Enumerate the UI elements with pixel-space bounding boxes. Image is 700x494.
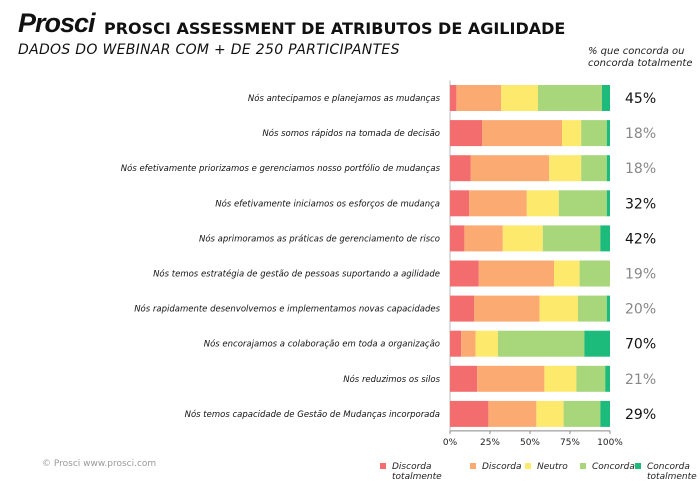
- bar-segment: [450, 120, 482, 147]
- bar-segment: [450, 225, 465, 252]
- category-label: Nós reduzimos os silos: [343, 374, 440, 385]
- agree-label: 18%: [625, 126, 656, 142]
- legend-label: Concorda totalmente: [647, 462, 697, 482]
- x-tick-label: 50%: [520, 438, 540, 448]
- agree-label: 20%: [625, 302, 656, 318]
- bar-segment: [526, 190, 559, 217]
- bar-segment: [478, 260, 554, 287]
- bar-segment: [475, 330, 498, 357]
- bar-segment: [578, 295, 607, 322]
- agree-label: 21%: [625, 372, 656, 388]
- category-label: Nós encorajamos a colaboração em toda a …: [204, 339, 440, 350]
- bar-segment: [450, 260, 479, 287]
- bar-segment: [470, 155, 550, 182]
- bar-segment: [584, 330, 610, 357]
- category-label: Nós efetivamente iniciamos os esforços d…: [215, 198, 440, 209]
- value-header: % que concorda ou concorda totalmente: [588, 46, 693, 69]
- bar-segment: [544, 365, 577, 392]
- x-tick-label: 0%: [443, 438, 458, 448]
- bar-segment: [477, 365, 545, 392]
- logo: Prosci: [18, 8, 96, 38]
- bar-segment: [450, 190, 470, 217]
- bar-segment: [562, 120, 582, 147]
- bar-segment: [538, 85, 602, 111]
- bar-segment: [461, 330, 476, 357]
- bar-segment: [581, 120, 607, 147]
- bar-segment: [474, 295, 540, 322]
- legend-label: Discorda: [482, 462, 522, 472]
- agree-label: 19%: [625, 267, 656, 283]
- bar-segment: [581, 155, 607, 182]
- bar-segment: [558, 190, 607, 217]
- category-label: Nós rapidamente desenvolvemos e implemen…: [134, 304, 440, 315]
- bar-segment: [456, 85, 502, 111]
- bar-segment: [606, 120, 610, 147]
- bar-segment: [450, 155, 471, 182]
- legend-label: Neutro: [537, 462, 568, 472]
- legend-swatch: [635, 463, 641, 469]
- bar-segment: [606, 190, 610, 217]
- legend-swatch: [580, 463, 586, 469]
- category-label: Nós temos estratégia de gestão de pessoa…: [153, 269, 440, 280]
- x-tick-label: 75%: [560, 438, 580, 448]
- bar-segment: [600, 225, 610, 252]
- source: © Prosci www.prosci.com: [42, 459, 157, 469]
- legend-label: Discorda totalmente: [392, 462, 442, 482]
- legend-swatch: [525, 463, 531, 469]
- agree-label: 45%: [625, 91, 656, 107]
- category-label: Nós somos rápidos na tomada de decisão: [262, 128, 440, 139]
- legend-label: Concorda: [592, 462, 635, 472]
- x-tick-label: 25%: [480, 438, 500, 448]
- bar-segment: [542, 225, 601, 252]
- category-label: Nós temos capacidade de Gestão de Mudanç…: [185, 409, 440, 420]
- agree-label: 32%: [625, 196, 656, 212]
- category-label: Nós aprimoramos as práticas de gerenciam…: [199, 233, 440, 244]
- bar-segment: [488, 400, 537, 427]
- bar-segment: [450, 85, 457, 111]
- bar-segment: [450, 365, 478, 392]
- bar-segment: [464, 225, 503, 252]
- chart-title: PROSCI ASSESSMENT DE ATRIBUTOS DE AGILID…: [104, 19, 566, 38]
- bar-segment: [563, 400, 601, 427]
- x-tick-label: 100%: [597, 438, 623, 448]
- bar-segment: [549, 155, 582, 182]
- agree-label: 18%: [625, 161, 656, 177]
- bar-segment: [605, 365, 610, 392]
- agree-label: 29%: [625, 407, 656, 423]
- bar-segment: [501, 85, 538, 111]
- bar-segment: [450, 295, 474, 322]
- legend-swatch: [470, 463, 476, 469]
- bar-segment: [482, 120, 562, 147]
- category-label: Nós efetivamente priorizamos e gerenciam…: [121, 163, 441, 174]
- bar-segment: [450, 400, 489, 427]
- bar-segment: [450, 330, 462, 357]
- bar-segment: [579, 260, 610, 287]
- agree-label: 42%: [625, 231, 656, 247]
- legend-swatch: [380, 463, 386, 469]
- bar-segment: [606, 155, 610, 182]
- bar-segment: [502, 225, 543, 252]
- bar-segment: [602, 85, 610, 111]
- chart-subtitle: DADOS DO WEBINAR COM + DE 250 PARTICIPAN…: [18, 42, 400, 58]
- bar-segment: [498, 330, 585, 357]
- bar-segment: [576, 365, 606, 392]
- bar-segment: [554, 260, 580, 287]
- bar-segment: [606, 295, 610, 322]
- category-label: Nós antecipamos e planejamos as mudanças: [248, 93, 441, 104]
- bar-segment: [536, 400, 564, 427]
- bar-segment: [469, 190, 527, 217]
- bar-segment: [539, 295, 578, 322]
- bar-segment: [600, 400, 610, 427]
- agree-label: 70%: [625, 337, 656, 353]
